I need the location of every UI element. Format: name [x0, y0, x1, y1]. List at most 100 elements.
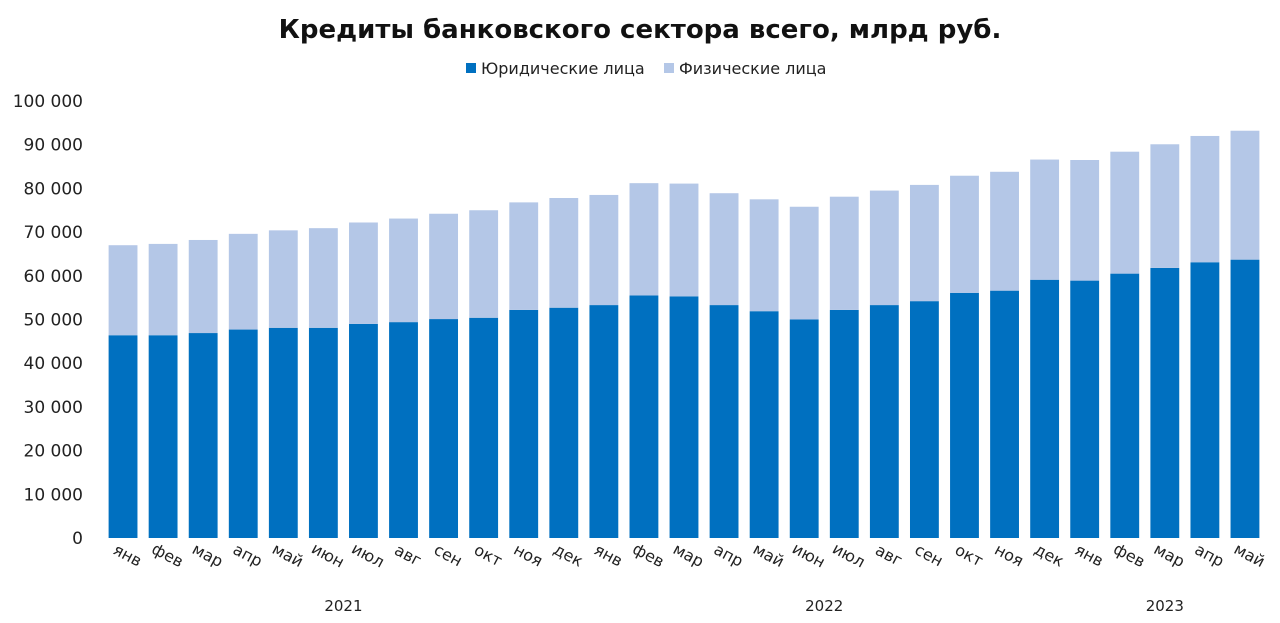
bar-individuals [1150, 144, 1180, 268]
bar-individuals [1070, 160, 1100, 281]
bar-individuals [308, 228, 338, 328]
bar-legal-entities [669, 296, 699, 538]
bar-individuals [228, 233, 258, 330]
bar-individuals [749, 199, 779, 312]
x-tick-label: мар [670, 539, 707, 571]
y-tick-label: 10 000 [24, 485, 83, 505]
x-tick-label: ноя [991, 540, 1026, 571]
x-tick-label: янв [110, 540, 145, 571]
bar-individuals [469, 210, 499, 318]
bar-legal-entities [749, 311, 779, 538]
bar-legal-entities [1070, 280, 1100, 538]
bar-individuals [1230, 130, 1260, 260]
year-labels: 2021 2022 2023 [324, 597, 1184, 615]
y-tick-label: 20 000 [24, 442, 83, 462]
bar-legal-entities [909, 301, 939, 538]
chart-title: Кредиты банковского сектора всего, млрд … [279, 15, 1002, 45]
x-tick-label: мар [189, 539, 226, 571]
y-tick-label: 50 000 [24, 311, 83, 331]
x-tick-label: июл [829, 539, 868, 572]
bar-legal-entities [549, 307, 579, 538]
bar-legal-entities [509, 309, 539, 538]
y-tick-label: 30 000 [24, 398, 83, 418]
x-tick-label: авг [872, 540, 905, 570]
y-tick-label: 60 000 [24, 267, 83, 287]
bar-legal-entities [228, 329, 258, 538]
bar-legal-entities [268, 327, 298, 538]
bar-legal-entities [589, 305, 619, 538]
x-tick-label: дек [1031, 540, 1067, 571]
bar-individuals [1190, 135, 1220, 263]
y-tick-label: 90 000 [24, 136, 83, 156]
x-tick-label: ноя [511, 540, 546, 571]
bar-legal-entities [1110, 273, 1140, 538]
bar-individuals [950, 175, 979, 293]
bar-legal-entities [789, 319, 819, 538]
bar-legal-entities [950, 292, 979, 538]
bar-individuals [589, 194, 619, 306]
x-tick-label: май [269, 539, 306, 571]
x-tick-label: янв [1072, 540, 1107, 571]
bar-legal-entities [990, 290, 1019, 538]
bar-legal-entities [629, 295, 659, 538]
bars [108, 130, 1260, 538]
x-tick-label: сен [912, 540, 947, 570]
x-tick-label: апр [1192, 540, 1228, 571]
y-tick-label: 0 [72, 529, 83, 549]
bar-legal-entities [1150, 267, 1180, 538]
bar-legal-entities [148, 335, 178, 538]
bar-individuals [429, 213, 459, 320]
legend-swatch-individuals [664, 63, 674, 73]
bar-legal-entities [869, 305, 899, 538]
bar-individuals [349, 222, 378, 324]
legend-label-legal: Юридические лица [481, 59, 645, 78]
legend-label-individuals: Физические лица [679, 59, 826, 78]
bar-legal-entities [389, 322, 418, 538]
bar-individuals [869, 190, 899, 306]
bar-individuals [1110, 151, 1140, 274]
bar-legal-entities [1230, 259, 1260, 538]
x-tick-label: фев [1110, 539, 1148, 571]
x-tick-label: май [1231, 539, 1268, 571]
x-tick-label: сен [431, 540, 466, 570]
bar-legal-entities [469, 317, 499, 538]
bar-individuals [148, 243, 178, 336]
x-axis: янв фев мар апр май июн июл авг сен окт ноя дек янв ф… [110, 539, 1268, 572]
bar-individuals [829, 196, 859, 310]
bar-individuals [549, 198, 579, 308]
year-label: 2022 [805, 597, 843, 615]
x-tick-label: фев [149, 539, 187, 571]
legend: Юридические лица Физические лица [466, 59, 826, 78]
bar-individuals [268, 230, 298, 328]
year-label: 2021 [324, 597, 362, 615]
y-tick-label: 70 000 [24, 223, 83, 243]
bar-individuals [509, 202, 539, 310]
x-tick-label: апр [230, 540, 266, 571]
legend-swatch-legal [466, 63, 476, 73]
bar-individuals [669, 183, 699, 297]
bar-individuals [789, 206, 819, 320]
bar-individuals [909, 184, 939, 302]
bar-individuals [1030, 159, 1060, 280]
x-tick-label: фев [630, 539, 668, 571]
year-label: 2023 [1146, 597, 1184, 615]
x-tick-label: июн [308, 539, 347, 572]
bar-legal-entities [829, 309, 859, 538]
x-tick-label: окт [471, 540, 505, 570]
y-axis: 0 10 000 20 000 30 000 40 000 50 000 60 000 70 … [13, 92, 83, 549]
x-tick-label: янв [591, 540, 626, 571]
bar-individuals [188, 239, 218, 334]
bar-individuals [108, 245, 138, 336]
x-tick-label: мар [1151, 539, 1188, 571]
x-tick-label: май [750, 539, 787, 571]
bar-legal-entities [1030, 279, 1060, 538]
bar-legal-entities [709, 305, 739, 538]
x-tick-label: дек [550, 540, 586, 571]
bar-legal-entities [429, 319, 459, 538]
x-tick-label: июн [789, 539, 828, 572]
bar-legal-entities [108, 335, 138, 538]
x-tick-label: апр [711, 540, 747, 571]
x-tick-label: июл [349, 539, 388, 572]
bar-individuals [709, 193, 739, 306]
